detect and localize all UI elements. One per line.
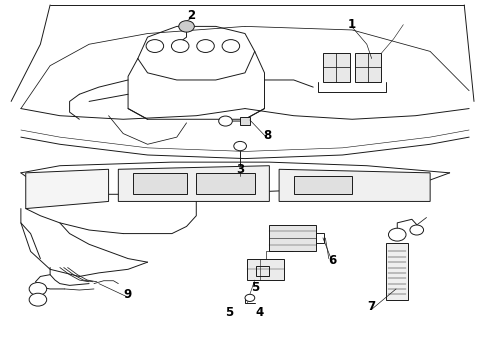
- Circle shape: [234, 141, 246, 151]
- Text: 1: 1: [348, 18, 356, 31]
- Polygon shape: [323, 53, 350, 82]
- Text: 6: 6: [329, 254, 337, 267]
- Circle shape: [146, 40, 164, 53]
- Circle shape: [245, 294, 255, 301]
- Circle shape: [29, 283, 47, 296]
- Circle shape: [29, 293, 47, 306]
- Circle shape: [172, 40, 189, 53]
- Circle shape: [197, 40, 214, 53]
- Polygon shape: [133, 173, 187, 194]
- Circle shape: [222, 40, 240, 53]
- Text: 3: 3: [236, 163, 244, 176]
- Text: 7: 7: [368, 300, 376, 313]
- Polygon shape: [355, 53, 381, 82]
- Polygon shape: [196, 173, 255, 194]
- Circle shape: [389, 228, 406, 241]
- Polygon shape: [279, 169, 430, 202]
- Circle shape: [410, 225, 423, 235]
- Text: 9: 9: [123, 288, 131, 301]
- Text: 4: 4: [255, 306, 264, 319]
- Polygon shape: [247, 258, 284, 280]
- Circle shape: [219, 116, 232, 126]
- Polygon shape: [26, 169, 109, 208]
- Circle shape: [179, 21, 195, 32]
- Text: 2: 2: [187, 9, 196, 22]
- Polygon shape: [118, 166, 270, 202]
- Text: 8: 8: [263, 129, 271, 142]
- Text: 5: 5: [250, 281, 259, 294]
- Polygon shape: [386, 243, 408, 300]
- Polygon shape: [270, 225, 316, 251]
- Polygon shape: [294, 176, 352, 194]
- Text: 5: 5: [225, 306, 234, 319]
- Polygon shape: [240, 117, 250, 125]
